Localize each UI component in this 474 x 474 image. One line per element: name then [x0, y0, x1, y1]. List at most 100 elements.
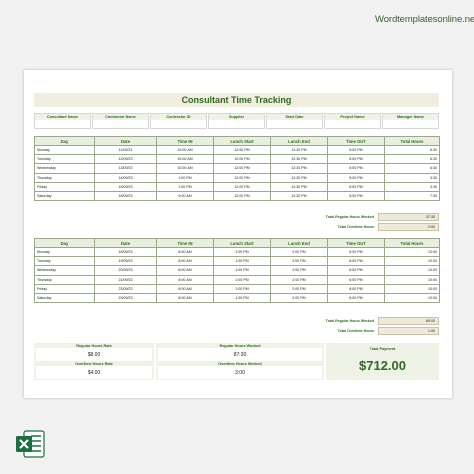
table-cell[interactable]: Friday: [34, 283, 95, 294]
table-cell[interactable]: 5:00 PM: [327, 190, 385, 202]
total-value[interactable]: 60:00: [378, 317, 439, 325]
table-cell[interactable]: 8:00 AM: [156, 256, 214, 267]
table-cell[interactable]: 12:00 PM: [213, 163, 271, 174]
table-cell[interactable]: 3:30: [384, 172, 440, 183]
table-cell[interactable]: 5:00 PM: [327, 172, 385, 183]
table-cell[interactable]: 10:00 AM: [156, 154, 214, 165]
table-cell[interactable]: 12:30 PM: [270, 144, 328, 156]
table-cell[interactable]: 12:30 PM: [270, 154, 328, 165]
header-field[interactable]: Manager Name: [382, 113, 439, 129]
table-cell[interactable]: 7:30: [384, 190, 440, 202]
table-cell[interactable]: 6:00 PM: [327, 292, 385, 304]
table-cell[interactable]: Monday: [34, 246, 95, 258]
total-value[interactable]: 37:30: [378, 213, 439, 221]
table-cell[interactable]: 6:00 PM: [327, 274, 385, 285]
table-cell[interactable]: 6:00 PM: [327, 283, 385, 294]
table-cell[interactable]: 12:00 PM: [213, 172, 271, 183]
table-cell[interactable]: Tuesday: [34, 154, 95, 165]
header-field[interactable]: Start Date: [266, 113, 323, 129]
table-cell[interactable]: 8:00 AM: [156, 274, 214, 285]
table-cell[interactable]: Thursday: [34, 172, 95, 183]
table-cell[interactable]: 9:00 AM: [156, 190, 214, 202]
table-cell[interactable]: 1:00 PM: [156, 172, 214, 183]
table-cell[interactable]: 12:30 PM: [270, 163, 328, 174]
table-cell[interactable]: 16/09/23: [94, 190, 157, 202]
table-cell[interactable]: 1:00 PM: [213, 292, 271, 304]
table-cell[interactable]: 6:30: [384, 163, 440, 174]
table-cell[interactable]: 5:00 PM: [327, 144, 385, 156]
table-cell[interactable]: Monday: [34, 144, 95, 156]
table-cell[interactable]: 10:00 AM: [156, 163, 214, 174]
table-cell[interactable]: 5:00 PM: [327, 154, 385, 165]
table-cell[interactable]: 10:00: [384, 274, 440, 285]
table-cell[interactable]: 12:00 PM: [213, 144, 271, 156]
watermark: Wordtemplatesonline.net: [372, 8, 474, 30]
table-cell[interactable]: 2:00 PM: [270, 292, 328, 304]
table-cell[interactable]: 12:30 PM: [270, 172, 328, 183]
table-cell[interactable]: 14/09/23: [94, 172, 157, 183]
table-cell[interactable]: 1:00 PM: [213, 256, 271, 267]
table-cell[interactable]: 6:00 PM: [327, 265, 385, 276]
table-cell[interactable]: 12/09/23: [94, 154, 157, 165]
header-field[interactable]: Contractor Name: [92, 113, 149, 129]
table-cell[interactable]: 1:00 PM: [213, 283, 271, 294]
table-cell[interactable]: 6:00 PM: [327, 256, 385, 267]
header-field[interactable]: Contractor ID: [150, 113, 207, 129]
table-cell[interactable]: 6:30: [384, 144, 440, 156]
table-cell[interactable]: 8:00 AM: [156, 265, 214, 276]
table-cell[interactable]: 5:00 PM: [327, 181, 385, 192]
table-cell[interactable]: 15/09/23: [94, 181, 157, 192]
table-cell[interactable]: 3:30: [384, 181, 440, 192]
overtime-rate-value[interactable]: $4.00: [36, 367, 152, 379]
table-cell[interactable]: 2:00 PM: [270, 283, 328, 294]
table-cell[interactable]: 18/09/23: [94, 246, 157, 258]
table-cell[interactable]: 12:00 PM: [213, 154, 271, 165]
table-cell[interactable]: Wednesday: [34, 163, 95, 174]
table-cell[interactable]: 12:30 PM: [270, 181, 328, 192]
table-cell[interactable]: 13/09/23: [94, 163, 157, 174]
table-cell[interactable]: Saturday: [34, 292, 95, 304]
table-cell[interactable]: 8:00 AM: [156, 246, 214, 258]
table-cell[interactable]: 2:00 PM: [270, 265, 328, 276]
table-cell[interactable]: 1:00 PM: [156, 181, 214, 192]
table-cell[interactable]: Friday: [34, 181, 95, 192]
table-cell[interactable]: 1:00 PM: [213, 246, 271, 258]
table-cell[interactable]: 10:00 AM: [156, 144, 214, 156]
table-cell[interactable]: 12:00 PM: [213, 181, 271, 192]
table-cell[interactable]: 20/09/23: [94, 265, 157, 276]
table-cell[interactable]: 2:00 PM: [270, 246, 328, 258]
table-cell[interactable]: 22/09/23: [94, 283, 157, 294]
regular-worked-value[interactable]: 87:30: [158, 349, 322, 361]
table-cell[interactable]: 5:00 PM: [327, 163, 385, 174]
overtime-worked-value[interactable]: 3:00: [158, 367, 322, 379]
table-cell[interactable]: 12:00 PM: [213, 190, 271, 202]
header-field[interactable]: Consultant Name: [34, 113, 91, 129]
table-cell[interactable]: 12:30 PM: [270, 190, 328, 202]
table-cell[interactable]: 11/09/23: [94, 144, 157, 156]
header-field[interactable]: Supplier: [208, 113, 265, 129]
table-cell[interactable]: 10:00: [384, 256, 440, 267]
table-cell[interactable]: 10:00: [384, 292, 440, 304]
table-cell[interactable]: Thursday: [34, 274, 95, 285]
table-cell[interactable]: 2:00 PM: [270, 274, 328, 285]
total-value[interactable]: 2:00: [378, 223, 439, 231]
table-cell[interactable]: 10:00: [384, 246, 440, 258]
table-cell[interactable]: 21/09/23: [94, 274, 157, 285]
regular-rate-value[interactable]: $8.00: [36, 349, 152, 361]
table-cell[interactable]: 6:30: [384, 154, 440, 165]
table-cell[interactable]: 10:00: [384, 283, 440, 294]
table-cell[interactable]: 8:00 AM: [156, 283, 214, 294]
total-value[interactable]: 1:00: [378, 327, 439, 335]
table-cell[interactable]: 6:00 PM: [327, 246, 385, 258]
table-cell[interactable]: 23/09/23: [94, 292, 157, 304]
table-cell[interactable]: 2:00 PM: [270, 256, 328, 267]
table-cell[interactable]: Wednesday: [34, 265, 95, 276]
table-cell[interactable]: 10:00: [384, 265, 440, 276]
header-field[interactable]: Project Name: [324, 113, 381, 129]
table-cell[interactable]: 8:00 AM: [156, 292, 214, 304]
table-cell[interactable]: 1:00 PM: [213, 274, 271, 285]
table-cell[interactable]: 1:00 PM: [213, 265, 271, 276]
table-cell[interactable]: Saturday: [34, 190, 95, 202]
table-cell[interactable]: Tuesday: [34, 256, 95, 267]
table-cell[interactable]: 19/09/23: [94, 256, 157, 267]
